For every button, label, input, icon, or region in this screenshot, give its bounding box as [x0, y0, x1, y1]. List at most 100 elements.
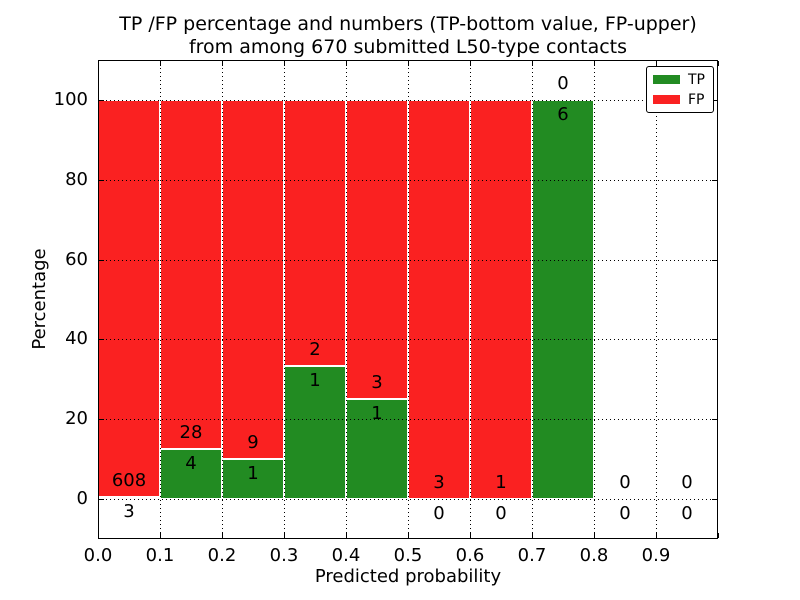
x-tick-label: 0.8: [579, 545, 609, 566]
x-tick-bottom: [656, 533, 657, 538]
legend-label-fp: FP: [688, 91, 705, 108]
fp-count-label: 2: [309, 339, 321, 361]
x-tick-label: 0.9: [641, 545, 671, 566]
x-tick-bottom: [222, 533, 223, 538]
x-tick-bottom: [408, 533, 409, 538]
gridline-vertical: [470, 60, 471, 539]
x-tick-top: [346, 61, 347, 66]
y-tick-right: [712, 499, 717, 501]
bar-fp-segment: [408, 99, 470, 500]
fp-count-label: 3: [371, 372, 383, 394]
x-tick-label: 0.4: [331, 545, 361, 566]
gridline-vertical: [160, 60, 161, 539]
x-tick-top: [532, 61, 533, 66]
y-tick-left: [99, 339, 104, 341]
x-tick-label: 0.3: [269, 545, 299, 566]
fp-color-swatch-icon: [653, 95, 680, 104]
tp-count-label: 1: [309, 370, 321, 392]
y-tick-label: 40: [65, 328, 88, 350]
y-tick-label: 100: [53, 88, 88, 110]
x-tick-top: [656, 61, 657, 66]
gridline-horizontal: [98, 179, 718, 181]
x-tick-label: 0.0: [83, 545, 113, 566]
x-tick-bottom: [718, 533, 719, 538]
bar-edge-boundary: [222, 458, 284, 461]
fp-count-label: 0: [557, 72, 569, 94]
x-tick-bottom: [284, 533, 285, 538]
y-tick-left: [99, 99, 104, 101]
tp-count-label: 0: [495, 503, 507, 525]
gridline-horizontal: [98, 419, 718, 421]
bar-fp-segment: [160, 99, 222, 450]
gridline-vertical: [656, 60, 657, 539]
tp-count-label: 0: [681, 503, 693, 525]
x-tick-top: [160, 61, 161, 66]
y-axis-label: Percentage: [29, 248, 50, 350]
x-tick-label: 0.1: [145, 545, 175, 566]
legend-item-fp: FP: [653, 92, 707, 108]
tp-count-label: 6: [557, 103, 569, 125]
x-tick-label: 0.2: [207, 545, 237, 566]
y-tick-right: [712, 259, 717, 261]
x-tick-top: [284, 61, 285, 66]
bar-fp-segment: [284, 99, 346, 367]
gridline-vertical: [346, 60, 347, 539]
legend: TP FP: [646, 66, 714, 113]
y-tick-label: 80: [65, 168, 88, 190]
y-tick-right: [712, 179, 717, 181]
bar-edge-boundary: [284, 365, 346, 368]
y-tick-left: [99, 259, 104, 261]
gridline-horizontal: [98, 259, 718, 261]
gridline-vertical: [408, 60, 409, 539]
fp-count-label: 0: [681, 472, 693, 494]
x-tick-label: 0.6: [455, 545, 485, 566]
gridline-horizontal: [98, 499, 718, 501]
x-tick-top: [718, 61, 719, 66]
tp-count-label: 1: [371, 403, 383, 425]
gridline-vertical: [284, 60, 285, 539]
axes-frame: [98, 60, 718, 539]
x-tick-bottom: [594, 533, 595, 538]
x-tick-label: 0.5: [393, 545, 423, 566]
gridline-horizontal: [98, 99, 718, 101]
bar-edge-boundary: [98, 496, 160, 499]
x-tick-top: [222, 61, 223, 66]
gridline-horizontal: [98, 339, 718, 341]
y-tick-label: 20: [65, 408, 88, 430]
fp-count-label: 3: [433, 472, 445, 494]
bar-fp-segment: [222, 99, 284, 460]
fp-count-label: 28: [179, 422, 203, 444]
y-tick-label: 60: [65, 248, 88, 270]
bar-fp-segment: [470, 99, 532, 500]
x-tick-bottom: [346, 533, 347, 538]
fp-count-label: 9: [247, 432, 259, 454]
bar-tp-segment: [222, 459, 284, 500]
x-tick-label: 0.7: [517, 545, 547, 566]
chart-title-line2: from among 670 submitted L50-type contac…: [188, 36, 628, 58]
y-tick-left: [99, 419, 104, 421]
x-tick-bottom: [470, 533, 471, 538]
y-tick-right: [712, 419, 717, 421]
tp-count-label: 1: [247, 463, 259, 485]
legend-item-tp: TP: [653, 72, 707, 88]
bar-edge-boundary: [160, 448, 222, 451]
legend-label-tp: TP: [688, 71, 705, 88]
x-tick-top: [470, 61, 471, 66]
tp-count-label: 4: [185, 453, 197, 475]
bar-fp-segment: [98, 99, 160, 498]
gridline-vertical: [532, 60, 533, 539]
fp-count-label: 1: [495, 472, 507, 494]
bar-tp-segment: [532, 99, 594, 500]
bar-tp-segment: [346, 399, 408, 500]
tp-count-label: 0: [433, 503, 445, 525]
x-tick-bottom: [160, 533, 161, 538]
y-tick-label: 0: [76, 488, 88, 510]
y-tick-left: [99, 179, 104, 181]
tp-count-label: 3: [123, 501, 135, 523]
bar-fp-segment: [346, 99, 408, 400]
fp-count-label: 608: [111, 470, 147, 492]
x-tick-bottom: [532, 533, 533, 538]
tp-color-swatch-icon: [653, 75, 680, 84]
bar-tp-segment: [284, 366, 346, 500]
